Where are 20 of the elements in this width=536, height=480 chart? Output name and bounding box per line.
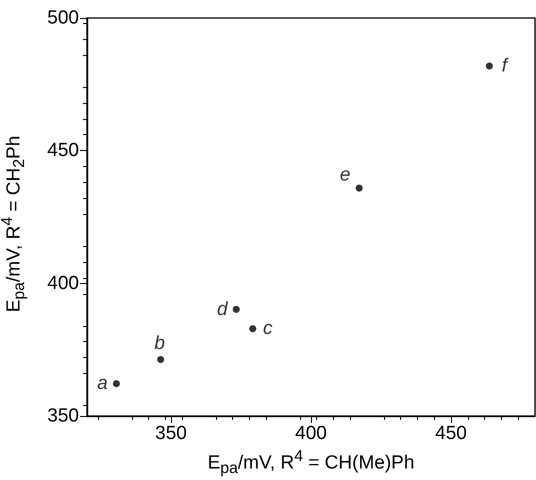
point <box>486 62 493 70</box>
point <box>157 356 164 363</box>
point <box>112 380 120 388</box>
annotation: c <box>263 318 274 340</box>
annotation: e <box>340 164 350 186</box>
annotation: f <box>502 56 509 77</box>
x-tick-label: 350 <box>155 423 187 444</box>
point <box>232 306 240 313</box>
x-axis-title: E$_{pa}$/mV, R$^{4}$ = CH(Me)Ph <box>208 448 414 478</box>
point <box>356 184 363 192</box>
annotation: a <box>97 373 108 394</box>
y-tick-label: 450 <box>47 140 79 162</box>
x-tick-label: 400 <box>295 423 327 444</box>
y-tick-label: 350 <box>47 406 79 426</box>
x-tick-label: 450 <box>435 423 467 444</box>
y-tick-label: 400 <box>47 272 79 294</box>
point <box>249 325 256 332</box>
y-tick-label: 500 <box>47 8 79 28</box>
annotation: d <box>216 298 229 320</box>
annotation: b <box>154 332 165 354</box>
